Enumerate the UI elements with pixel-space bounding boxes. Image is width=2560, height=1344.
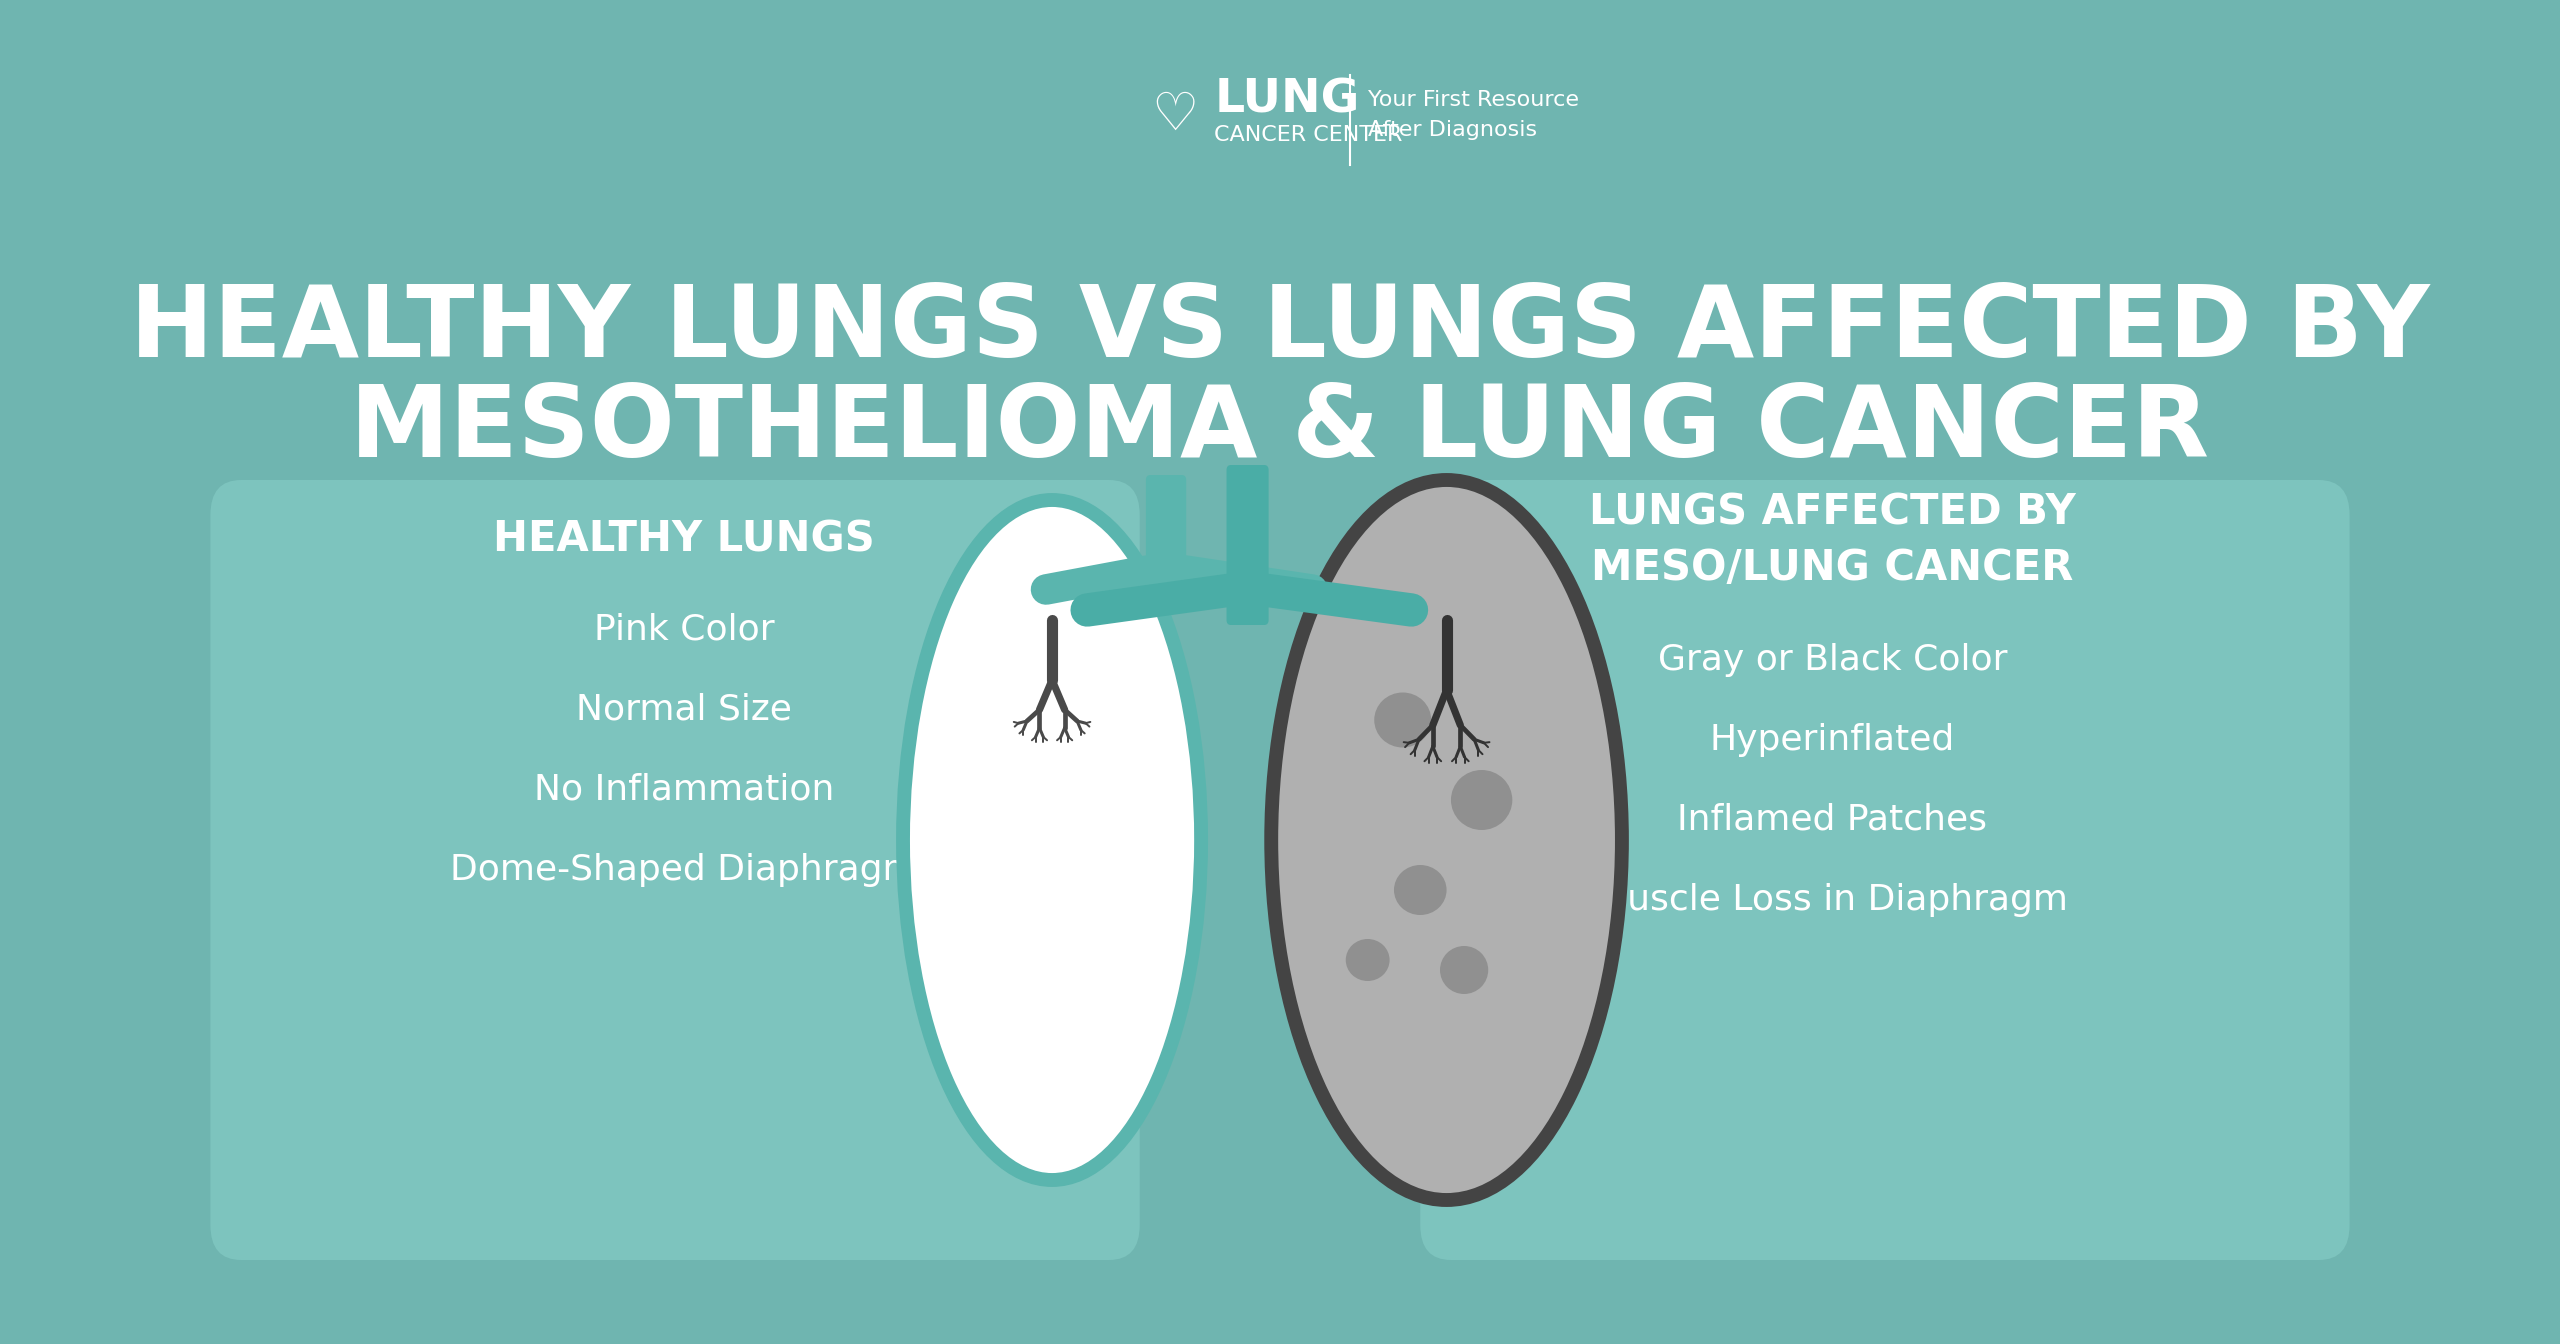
FancyBboxPatch shape — [1421, 480, 2350, 1261]
Ellipse shape — [1439, 946, 1487, 995]
Text: ♡: ♡ — [1152, 89, 1198, 141]
Text: Hyperinflated: Hyperinflated — [1710, 723, 1956, 757]
Text: Dome-Shaped Diaphragm: Dome-Shaped Diaphragm — [451, 853, 916, 887]
Text: Normal Size: Normal Size — [576, 694, 791, 727]
Ellipse shape — [1272, 480, 1623, 1200]
Ellipse shape — [1452, 770, 1513, 831]
FancyArrowPatch shape — [1047, 570, 1147, 590]
Ellipse shape — [904, 500, 1201, 1180]
Ellipse shape — [1395, 866, 1446, 915]
Text: Pink Color: Pink Color — [594, 613, 773, 646]
FancyArrowPatch shape — [1185, 570, 1313, 590]
Text: Inflamed Patches: Inflamed Patches — [1677, 802, 1987, 837]
FancyBboxPatch shape — [1226, 465, 1270, 625]
Ellipse shape — [1347, 939, 1390, 981]
Text: HEALTHY LUNGS VS LUNGS AFFECTED BY: HEALTHY LUNGS VS LUNGS AFFECTED BY — [131, 281, 2429, 379]
Ellipse shape — [1375, 692, 1431, 747]
Text: After Diagnosis: After Diagnosis — [1367, 120, 1536, 140]
Text: Your First Resource: Your First Resource — [1367, 90, 1580, 110]
Text: MESOTHELIOMA & LUNG CANCER: MESOTHELIOMA & LUNG CANCER — [351, 382, 2209, 478]
Text: No Inflammation: No Inflammation — [532, 773, 835, 806]
Text: Muscle Loss in Diaphragm: Muscle Loss in Diaphragm — [1597, 883, 2068, 917]
Text: LUNG: LUNG — [1213, 78, 1359, 122]
Text: CANCER CENTER: CANCER CENTER — [1213, 125, 1403, 145]
Text: Gray or Black Color: Gray or Black Color — [1656, 642, 2007, 677]
Text: LUNGS AFFECTED BY
MESO/LUNG CANCER: LUNGS AFFECTED BY MESO/LUNG CANCER — [1590, 492, 2076, 589]
FancyBboxPatch shape — [1147, 474, 1185, 595]
FancyBboxPatch shape — [210, 480, 1139, 1261]
Ellipse shape — [1221, 570, 1275, 610]
Text: HEALTHY LUNGS: HEALTHY LUNGS — [494, 519, 876, 560]
